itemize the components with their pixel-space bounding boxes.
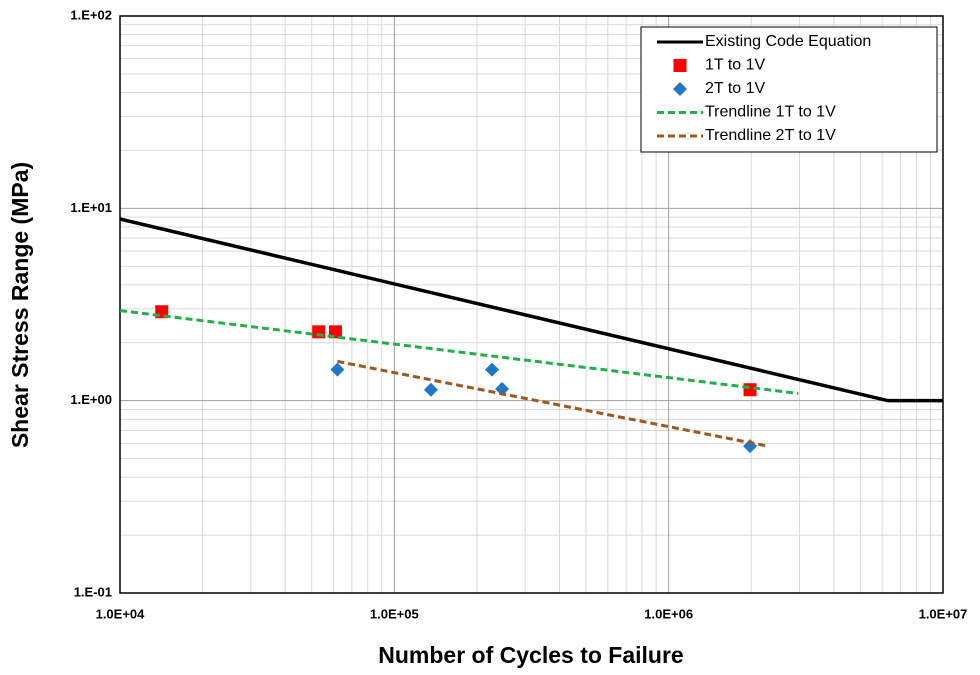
legend-label: 2T to 1V <box>705 80 766 97</box>
marker <box>330 362 345 377</box>
series-line <box>119 217 943 403</box>
x-axis-label: Number of Cycles to Failure <box>378 642 683 668</box>
y-tick-label: 1.E+02 <box>70 7 112 22</box>
marker <box>743 383 757 397</box>
legend-label: 1T to 1V <box>705 57 766 74</box>
plot-frame <box>119 15 944 594</box>
series-line <box>119 309 799 395</box>
legend-box <box>640 26 938 153</box>
marker <box>673 82 687 96</box>
marker <box>423 382 438 397</box>
x-tick-label: 1.0E+04 <box>96 606 146 621</box>
x-tick-label: 1.0E+06 <box>644 606 693 621</box>
y-tick-label: 1.E+01 <box>70 200 112 215</box>
legend-label: Existing Code Equation <box>705 33 871 50</box>
x-tick-label: 1.0E+05 <box>370 606 419 621</box>
y-tick-label: 1.E-01 <box>74 584 112 599</box>
legend: Existing Code Equation 1T to 1V 2T to 1V Tr… <box>640 26 938 153</box>
y-tick-label: 1.E+00 <box>70 392 112 407</box>
marker <box>673 59 687 72</box>
x-tick-label: 1.0E+07 <box>919 606 968 621</box>
legend-label: Trendline 2T to 1V <box>705 127 836 144</box>
marker <box>495 381 510 396</box>
y-axis-label: Shear Stress Range (MPa) <box>7 162 33 448</box>
legend-label: Trendline 1T to 1V <box>705 104 836 121</box>
marker <box>485 362 500 377</box>
series-line <box>337 359 769 448</box>
